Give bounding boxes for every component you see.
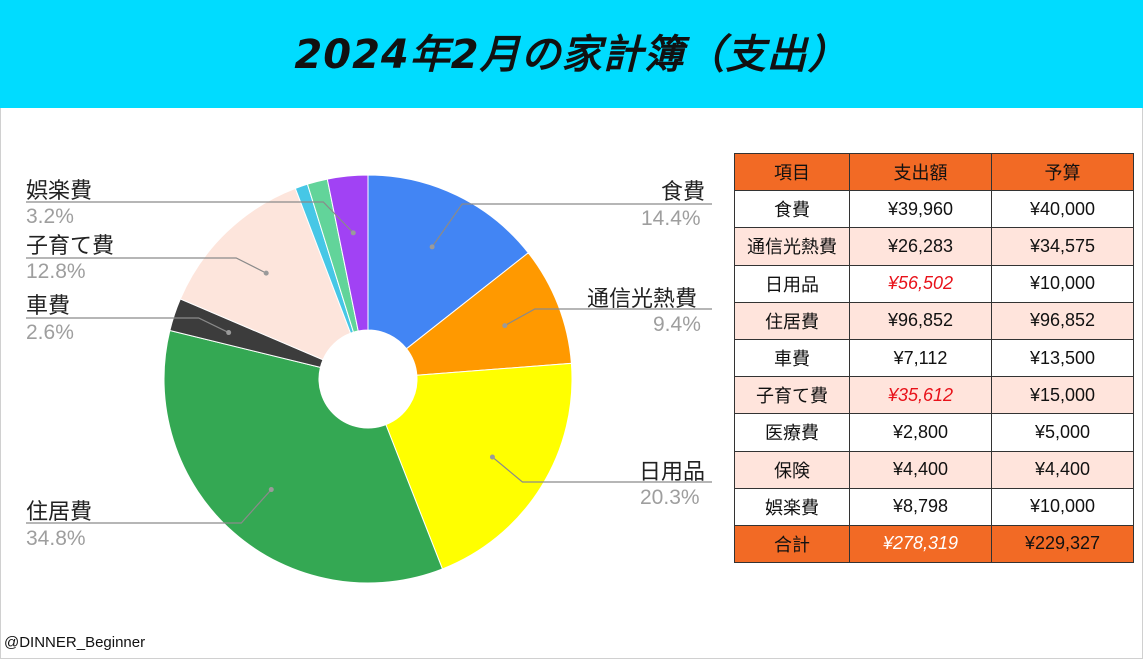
slice-label-childcare: 子育て費 bbox=[26, 234, 115, 259]
leader-dot-utilities bbox=[502, 323, 508, 329]
cell-budget: ¥4,400 bbox=[991, 450, 1134, 489]
cell-item: 住居費 bbox=[734, 301, 850, 340]
cell-spent: ¥26,283 bbox=[849, 227, 992, 266]
pie-slice-daily-goods bbox=[385, 362, 573, 570]
leader-dot-food bbox=[429, 244, 435, 250]
cell-spent-over-budget: ¥56,502 bbox=[849, 264, 992, 303]
cell-item: 食費 bbox=[734, 190, 850, 229]
table-row: 住居費 ¥96,852 ¥96,852 bbox=[734, 301, 1134, 340]
slice-label-car: 車費 bbox=[26, 294, 71, 319]
table-total-row: 合計 ¥278,319 ¥229,327 bbox=[734, 524, 1134, 564]
slice-pct-car: 2.6% bbox=[26, 321, 74, 344]
cell-budget: ¥13,500 bbox=[991, 338, 1134, 378]
pie-slice-utilities bbox=[405, 252, 572, 376]
cell-spent: ¥4,400 bbox=[849, 450, 992, 489]
slice-pct-daily-goods: 20.3% bbox=[640, 486, 700, 509]
header-budget: 予算 bbox=[991, 152, 1134, 192]
title-banner: 2024年2月の家計簿（支出） bbox=[0, 0, 1143, 108]
cell-spent: ¥2,800 bbox=[849, 413, 992, 452]
slice-label-daily-goods: 日用品 bbox=[639, 460, 706, 485]
leader-line-food bbox=[431, 203, 712, 248]
author-credit: @DINNER_Beginner bbox=[4, 634, 146, 651]
pie-slice-entertainment bbox=[326, 174, 369, 332]
slice-label-housing: 住居費 bbox=[26, 500, 93, 525]
leader-dot-car bbox=[226, 330, 232, 336]
cell-item: 医療費 bbox=[734, 413, 850, 452]
pie-slice-food bbox=[367, 174, 529, 350]
table-row: 食費 ¥39,960 ¥40,000 bbox=[734, 190, 1134, 229]
leader-line-entertainment bbox=[26, 201, 354, 234]
cell-item: 通信光熱費 bbox=[734, 227, 850, 266]
cell-budget: ¥10,000 bbox=[991, 264, 1134, 303]
leader-line-housing bbox=[26, 489, 272, 524]
table-row: 医療費 ¥2,800 ¥5,000 bbox=[734, 413, 1134, 452]
total-budget: ¥229,327 bbox=[991, 524, 1134, 564]
table-row: 娯楽費 ¥8,798 ¥10,000 bbox=[734, 487, 1134, 526]
cell-budget: ¥10,000 bbox=[991, 487, 1134, 526]
leader-dot-housing bbox=[268, 487, 274, 493]
header-item: 項目 bbox=[734, 152, 850, 192]
leader-dot-entertainment bbox=[350, 230, 356, 236]
cell-budget: ¥5,000 bbox=[991, 413, 1134, 452]
table-row: 車費 ¥7,112 ¥13,500 bbox=[734, 338, 1134, 378]
header-spent: 支出額 bbox=[849, 152, 992, 192]
pie-slice-housing bbox=[163, 329, 444, 584]
table-header-row: 項目 支出額 予算 bbox=[734, 152, 1134, 192]
leader-line-childcare bbox=[26, 257, 267, 274]
cell-item: 子育て費 bbox=[734, 376, 850, 415]
cell-spent-over-budget: ¥35,612 bbox=[849, 376, 992, 415]
cell-budget: ¥96,852 bbox=[991, 301, 1134, 340]
cell-spent: ¥8,798 bbox=[849, 487, 992, 526]
page-title: 2024年2月の家計簿（支出） bbox=[294, 32, 849, 78]
cell-spent: ¥7,112 bbox=[849, 338, 992, 378]
table-row: 保険 ¥4,400 ¥4,400 bbox=[734, 450, 1134, 489]
leader-dot-childcare bbox=[263, 270, 269, 276]
cell-item: 日用品 bbox=[734, 264, 850, 303]
donut-chart bbox=[26, 174, 712, 584]
slice-pct-childcare: 12.8% bbox=[26, 260, 86, 283]
cell-budget: ¥40,000 bbox=[991, 190, 1134, 229]
leader-line-car bbox=[26, 317, 229, 334]
cell-budget: ¥34,575 bbox=[991, 227, 1134, 266]
slice-pct-utilities: 9.4% bbox=[653, 313, 701, 336]
leader-dot-daily-goods bbox=[489, 454, 495, 460]
table-row: 日用品 ¥56,502 ¥10,000 bbox=[734, 264, 1134, 303]
table-row: 子育て費 ¥35,612 ¥15,000 bbox=[734, 376, 1134, 415]
slice-label-entertainment: 娯楽費 bbox=[26, 179, 93, 204]
slice-pct-housing: 34.8% bbox=[26, 527, 86, 550]
cell-spent: ¥96,852 bbox=[849, 301, 992, 340]
cell-item: 娯楽費 bbox=[734, 487, 850, 526]
table-row: 通信光熱費 ¥26,283 ¥34,575 bbox=[734, 227, 1134, 266]
cell-item: 車費 bbox=[734, 338, 850, 378]
cell-budget: ¥15,000 bbox=[991, 376, 1134, 415]
slice-pct-food: 14.4% bbox=[641, 207, 701, 230]
slice-label-food: 食費 bbox=[661, 180, 706, 205]
total-label: 合計 bbox=[734, 524, 850, 564]
leader-line-utilities bbox=[504, 308, 712, 327]
slice-label-utilities: 通信光熱費 bbox=[587, 287, 698, 312]
slice-pct-entertainment: 3.2% bbox=[26, 205, 74, 228]
leader-line-daily-goods bbox=[492, 456, 712, 483]
cell-spent: ¥39,960 bbox=[849, 190, 992, 229]
budget-table: 項目 支出額 予算 食費 ¥39,960 ¥40,000 通信光熱費 ¥26,2… bbox=[734, 152, 1134, 564]
cell-item: 保険 bbox=[734, 450, 850, 489]
total-spent: ¥278,319 bbox=[849, 524, 992, 564]
